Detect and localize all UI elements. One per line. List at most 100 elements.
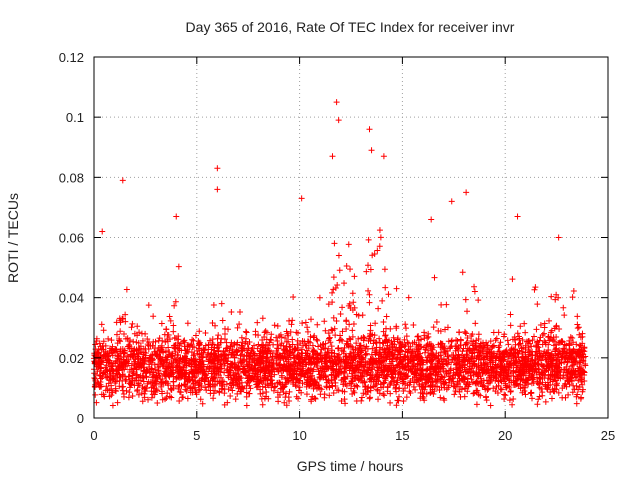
data-point — [567, 334, 574, 341]
data-point — [363, 350, 370, 357]
data-point — [102, 342, 109, 349]
data-point — [456, 372, 463, 379]
data-point — [333, 361, 340, 368]
data-point — [233, 347, 240, 354]
data-point — [331, 376, 338, 383]
data-point — [128, 345, 135, 352]
data-point — [123, 286, 130, 293]
data-point — [237, 352, 244, 359]
data-point — [329, 289, 336, 296]
data-point — [362, 351, 369, 358]
data-point — [110, 372, 117, 379]
data-point — [517, 376, 524, 383]
data-point — [498, 358, 505, 365]
data-point — [330, 274, 337, 281]
data-point — [461, 357, 468, 364]
data-point — [238, 359, 245, 366]
data-point — [541, 320, 548, 327]
data-point — [272, 383, 279, 390]
data-point — [388, 368, 395, 375]
y-tick-label: 0.06 — [59, 231, 84, 246]
data-point — [108, 382, 115, 389]
data-point — [350, 388, 357, 395]
data-point — [155, 368, 162, 375]
data-point — [376, 227, 383, 234]
data-point — [570, 356, 577, 363]
data-point — [299, 350, 306, 357]
data-point — [521, 320, 528, 327]
data-point — [444, 352, 451, 359]
data-point — [265, 367, 272, 374]
data-point — [470, 390, 477, 397]
data-point — [430, 344, 437, 351]
data-point — [175, 360, 182, 367]
data-point — [203, 353, 210, 360]
data-point — [278, 372, 285, 379]
data-point — [196, 380, 203, 387]
data-point — [378, 353, 385, 360]
data-point — [166, 313, 173, 320]
data-point — [309, 348, 316, 355]
data-point — [527, 340, 534, 347]
data-point — [202, 342, 209, 349]
data-point — [402, 380, 409, 387]
y-tick-label: 0.08 — [59, 170, 84, 185]
data-point — [244, 378, 251, 385]
data-point — [286, 317, 293, 324]
data-point — [415, 333, 422, 340]
data-point — [553, 291, 560, 298]
data-point — [405, 340, 412, 347]
data-point — [258, 378, 265, 385]
data-point — [517, 385, 524, 392]
data-point — [192, 384, 199, 391]
data-point — [212, 353, 219, 360]
data-point — [370, 337, 377, 344]
data-point — [378, 364, 385, 371]
data-point — [501, 391, 508, 398]
data-point — [302, 319, 309, 326]
data-point — [380, 391, 387, 398]
data-point — [321, 352, 328, 359]
data-point — [365, 262, 372, 269]
data-point — [338, 398, 345, 405]
data-point — [551, 374, 558, 381]
data-point — [197, 359, 204, 366]
data-point — [179, 394, 186, 401]
data-point — [474, 347, 481, 354]
data-point — [263, 336, 270, 343]
data-point — [303, 361, 310, 368]
data-point — [144, 380, 151, 387]
data-point — [313, 362, 320, 369]
data-point — [238, 334, 245, 341]
data-point — [511, 359, 518, 366]
data-point — [531, 286, 538, 293]
data-point — [443, 301, 450, 308]
data-point — [282, 334, 289, 341]
data-point — [307, 333, 314, 340]
data-point — [304, 328, 311, 335]
data-point — [142, 358, 149, 365]
x-tick-label: 15 — [395, 428, 409, 443]
data-point — [518, 345, 525, 352]
data-point — [490, 385, 497, 392]
data-point — [104, 368, 111, 375]
data-point — [125, 373, 132, 380]
data-point — [570, 287, 577, 294]
data-point — [261, 329, 268, 336]
data-point — [554, 365, 561, 372]
data-point — [223, 345, 230, 352]
data-point — [332, 379, 339, 386]
data-point — [180, 364, 187, 371]
data-point — [194, 347, 201, 354]
data-point — [410, 321, 417, 328]
data-point — [344, 338, 351, 345]
data-point — [229, 349, 236, 356]
data-point — [353, 340, 360, 347]
data-point — [153, 387, 160, 394]
data-point — [171, 302, 178, 309]
data-point — [109, 402, 116, 409]
data-point — [139, 337, 146, 344]
data-point — [472, 320, 479, 327]
data-point — [328, 343, 335, 350]
data-point — [202, 384, 209, 391]
